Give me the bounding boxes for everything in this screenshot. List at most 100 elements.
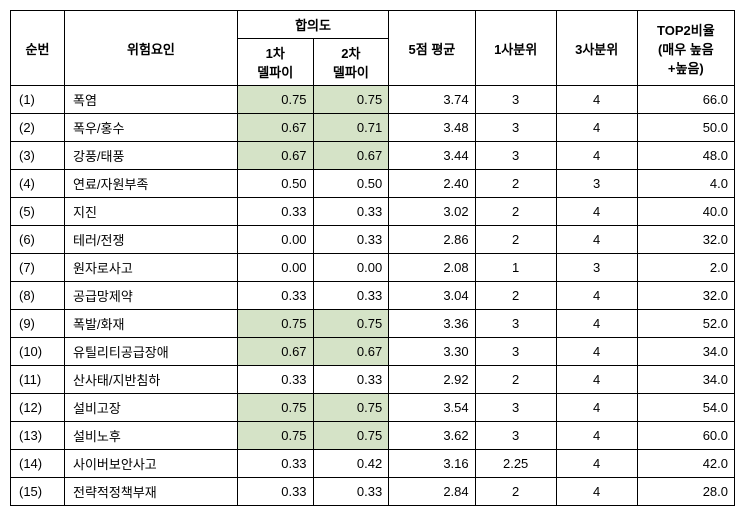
cell-q3: 4 [556,366,637,394]
cell-num: (6) [11,226,65,254]
cell-delphi2: 0.33 [313,198,389,226]
cell-q1: 2 [475,366,556,394]
table-row: (1)폭염0.750.753.743466.0 [11,86,735,114]
cell-avg: 3.30 [389,338,475,366]
cell-q1: 2.25 [475,450,556,478]
cell-q3: 4 [556,310,637,338]
cell-factor: 유틸리티공급장애 [65,338,238,366]
cell-top2: 66.0 [637,86,734,114]
cell-q1: 3 [475,86,556,114]
cell-avg: 2.84 [389,478,475,506]
cell-q3: 4 [556,142,637,170]
cell-delphi2: 0.33 [313,366,389,394]
cell-num: (7) [11,254,65,282]
cell-avg: 3.16 [389,450,475,478]
cell-q3: 3 [556,170,637,198]
table-header: 순번 위험요인 합의도 5점 평균 1사분위 3사분위 TOP2비율(매우 높음… [11,11,735,86]
table-row: (3)강풍/태풍0.670.673.443448.0 [11,142,735,170]
cell-top2: 34.0 [637,338,734,366]
cell-factor: 연료/자원부족 [65,170,238,198]
cell-q3: 4 [556,86,637,114]
cell-num: (4) [11,170,65,198]
cell-factor: 지진 [65,198,238,226]
header-factor: 위험요인 [65,11,238,86]
cell-factor: 강풍/태풍 [65,142,238,170]
table-row: (8)공급망제약0.330.333.042432.0 [11,282,735,310]
cell-num: (10) [11,338,65,366]
cell-delphi2: 0.67 [313,142,389,170]
cell-delphi1: 0.33 [237,450,313,478]
cell-avg: 3.62 [389,422,475,450]
cell-delphi1: 0.33 [237,198,313,226]
cell-top2: 2.0 [637,254,734,282]
cell-factor: 설비노후 [65,422,238,450]
cell-avg: 2.40 [389,170,475,198]
cell-factor: 원자로사고 [65,254,238,282]
cell-q3: 4 [556,394,637,422]
risk-table: 순번 위험요인 합의도 5점 평균 1사분위 3사분위 TOP2비율(매우 높음… [10,10,735,506]
table-body: (1)폭염0.750.753.743466.0(2)폭우/홍수0.670.713… [11,86,735,506]
table-row: (7)원자로사고0.000.002.08132.0 [11,254,735,282]
cell-factor: 설비고장 [65,394,238,422]
cell-q1: 2 [475,478,556,506]
cell-delphi1: 0.75 [237,86,313,114]
cell-top2: 28.0 [637,478,734,506]
cell-q1: 2 [475,170,556,198]
cell-delphi1: 0.00 [237,254,313,282]
cell-num: (8) [11,282,65,310]
cell-q1: 3 [475,394,556,422]
cell-q3: 4 [556,450,637,478]
table-row: (15)전략적정책부재0.330.332.842428.0 [11,478,735,506]
cell-avg: 3.36 [389,310,475,338]
cell-delphi1: 0.33 [237,366,313,394]
cell-delphi2: 0.50 [313,170,389,198]
cell-num: (15) [11,478,65,506]
cell-factor: 폭발/화재 [65,310,238,338]
cell-avg: 3.54 [389,394,475,422]
table-row: (9)폭발/화재0.750.753.363452.0 [11,310,735,338]
cell-top2: 52.0 [637,310,734,338]
cell-num: (3) [11,142,65,170]
cell-top2: 54.0 [637,394,734,422]
cell-delphi2: 0.75 [313,86,389,114]
cell-delphi1: 0.67 [237,114,313,142]
cell-q3: 4 [556,282,637,310]
cell-delphi1: 0.00 [237,226,313,254]
cell-factor: 폭우/홍수 [65,114,238,142]
cell-top2: 32.0 [637,226,734,254]
cell-q1: 3 [475,310,556,338]
table-row: (12)설비고장0.750.753.543454.0 [11,394,735,422]
header-q3: 3사분위 [556,11,637,86]
cell-num: (13) [11,422,65,450]
cell-delphi2: 0.33 [313,226,389,254]
cell-avg: 3.04 [389,282,475,310]
cell-avg: 2.86 [389,226,475,254]
table-row: (5)지진0.330.333.022440.0 [11,198,735,226]
cell-q1: 3 [475,142,556,170]
cell-delphi1: 0.50 [237,170,313,198]
cell-delphi2: 0.42 [313,450,389,478]
cell-delphi1: 0.67 [237,338,313,366]
cell-avg: 3.48 [389,114,475,142]
cell-delphi1: 0.33 [237,282,313,310]
cell-delphi1: 0.33 [237,478,313,506]
cell-num: (5) [11,198,65,226]
cell-top2: 50.0 [637,114,734,142]
cell-q3: 4 [556,198,637,226]
cell-top2: 32.0 [637,282,734,310]
cell-avg: 3.44 [389,142,475,170]
cell-delphi2: 0.67 [313,338,389,366]
cell-top2: 40.0 [637,198,734,226]
cell-delphi2: 0.00 [313,254,389,282]
cell-num: (14) [11,450,65,478]
cell-avg: 3.02 [389,198,475,226]
cell-q3: 4 [556,478,637,506]
cell-top2: 34.0 [637,366,734,394]
cell-q1: 2 [475,198,556,226]
cell-q3: 3 [556,254,637,282]
cell-top2: 42.0 [637,450,734,478]
cell-num: (1) [11,86,65,114]
cell-delphi1: 0.67 [237,142,313,170]
cell-delphi2: 0.75 [313,310,389,338]
table-row: (11)산사태/지반침하0.330.332.922434.0 [11,366,735,394]
